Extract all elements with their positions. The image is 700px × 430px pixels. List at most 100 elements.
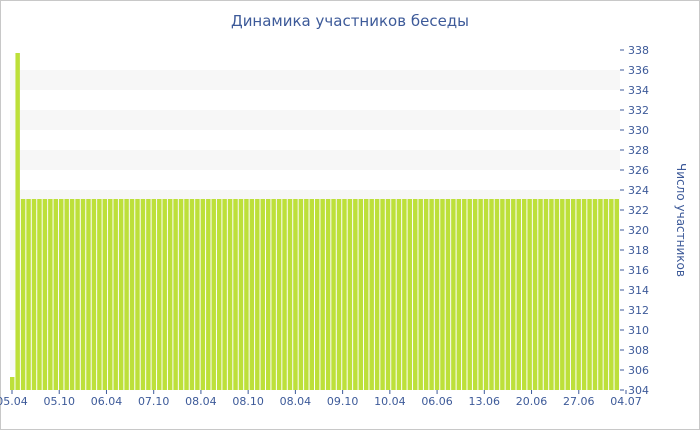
bar — [255, 199, 260, 390]
bar — [347, 199, 353, 390]
bar — [227, 199, 233, 390]
bar — [244, 199, 249, 390]
bar — [358, 199, 364, 390]
bar — [315, 199, 320, 390]
x-tick-label: 04.07 — [610, 395, 642, 408]
bar — [576, 199, 581, 390]
bar — [407, 199, 413, 390]
bar — [108, 199, 113, 390]
bar — [129, 199, 135, 390]
bar — [527, 199, 532, 390]
x-tick-label: 10.04 — [374, 395, 406, 408]
bar — [516, 199, 521, 390]
x-tick-label: 20.06 — [516, 395, 548, 408]
bar — [200, 199, 206, 390]
bar — [331, 199, 336, 390]
bar — [157, 199, 162, 390]
bar — [505, 199, 511, 390]
bar — [434, 199, 440, 390]
y-tick-label: 310 — [628, 324, 649, 337]
bar — [309, 199, 314, 390]
y-tick-label: 314 — [628, 284, 649, 297]
bar — [418, 199, 423, 390]
bar — [26, 199, 31, 390]
bar — [364, 199, 369, 390]
bar — [598, 199, 603, 390]
x-tick-label: 08.10 — [232, 395, 264, 408]
bar — [75, 199, 80, 390]
bar — [391, 199, 396, 390]
x-tick-label: 05.10 — [43, 395, 75, 408]
y-tick-label: 338 — [628, 44, 649, 57]
bar — [500, 199, 505, 390]
bar — [543, 199, 549, 390]
bar — [483, 199, 489, 390]
bar — [140, 199, 146, 390]
bar — [320, 199, 325, 390]
bar — [369, 199, 374, 390]
bar — [271, 199, 276, 390]
bar — [184, 199, 189, 390]
bar — [69, 199, 75, 390]
bar — [462, 199, 467, 390]
bar — [178, 199, 184, 390]
y-tick-label: 326 — [628, 164, 649, 177]
bar — [249, 199, 255, 390]
y-tick-label: 322 — [628, 204, 649, 217]
bar — [456, 199, 462, 390]
bar — [592, 199, 598, 390]
x-tick-label: 13.06 — [469, 395, 501, 408]
bar — [233, 199, 238, 390]
bar — [282, 199, 287, 390]
bar — [276, 199, 282, 390]
bar — [53, 199, 59, 390]
bar — [265, 199, 271, 390]
bar — [336, 199, 342, 390]
bar — [135, 199, 140, 390]
bar — [304, 199, 309, 390]
bar — [511, 199, 516, 390]
y-tick-label: 318 — [628, 244, 649, 257]
bar — [494, 199, 500, 390]
bar — [42, 199, 48, 390]
bar — [48, 199, 53, 390]
bar — [603, 199, 609, 390]
bar — [570, 199, 576, 390]
x-tick-label: 05.04 — [0, 395, 28, 408]
bar — [10, 377, 15, 390]
bar — [211, 199, 216, 390]
bar — [216, 199, 222, 390]
bar — [581, 199, 587, 390]
x-tick-label: 07.10 — [138, 395, 170, 408]
grid-band — [10, 70, 620, 90]
bar — [102, 199, 108, 390]
x-tick-label: 06.06 — [421, 395, 453, 408]
bar — [162, 199, 167, 390]
bar — [429, 199, 434, 390]
bar — [423, 199, 429, 390]
bar — [353, 199, 358, 390]
bar — [538, 199, 543, 390]
y-tick-label: 336 — [628, 64, 649, 77]
y-tick-label: 312 — [628, 304, 649, 317]
bar — [222, 199, 227, 390]
bar — [80, 199, 86, 390]
bar — [167, 199, 173, 390]
bar — [565, 199, 570, 390]
bar — [146, 199, 151, 390]
bar — [396, 199, 402, 390]
x-tick-label: 08.04 — [185, 395, 217, 408]
bar — [325, 199, 331, 390]
y-tick-label: 332 — [628, 104, 649, 117]
bar — [238, 199, 244, 390]
bar — [97, 199, 102, 390]
chart-title: Динамика участников беседы — [230, 12, 470, 30]
bar — [206, 199, 211, 390]
bar — [287, 199, 293, 390]
grid-band — [10, 110, 620, 130]
bar — [609, 199, 614, 390]
bar — [532, 199, 538, 390]
bar — [86, 199, 91, 390]
bar — [445, 199, 451, 390]
bar — [91, 199, 97, 390]
